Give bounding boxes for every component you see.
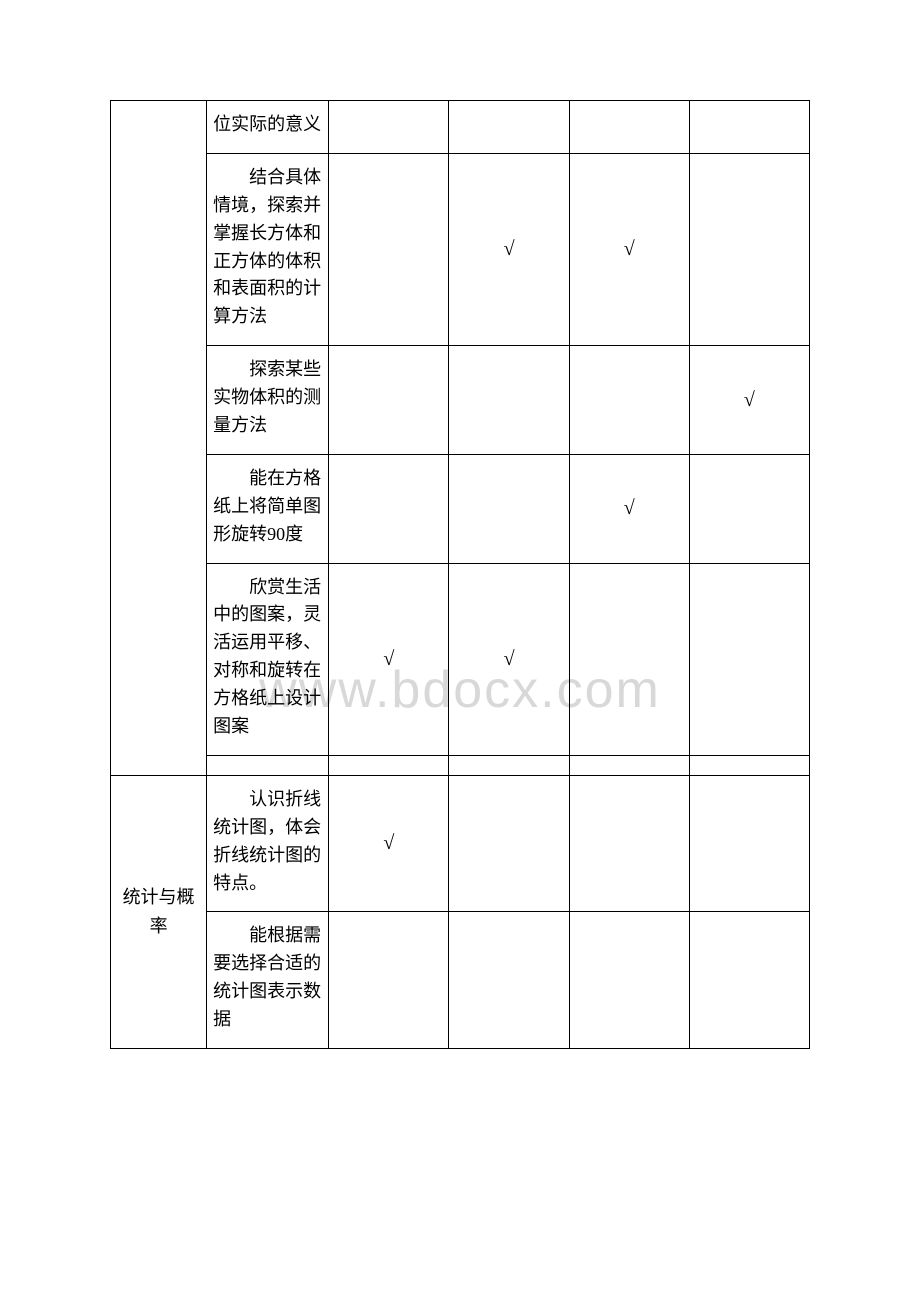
check-cell: [689, 912, 809, 1049]
check-cell: √: [329, 563, 449, 755]
check-cell: [689, 454, 809, 563]
check-cell: [329, 101, 449, 154]
check-cell: [689, 101, 809, 154]
check-cell: [569, 346, 689, 455]
content-cell: 认识折线统计图，体会折线统计图的特点。: [207, 775, 329, 912]
check-cell: [329, 454, 449, 563]
spacer-cell: [689, 755, 809, 775]
table-row: 探索某些实物体积的测量方法 √: [111, 346, 810, 455]
table-row: 欣赏生活中的图案，灵活运用平移、对称和旋转在方格纸上设计图案 √ √: [111, 563, 810, 755]
check-cell: [329, 153, 449, 345]
check-cell: [449, 912, 569, 1049]
check-cell: [689, 153, 809, 345]
category-cell-empty: [111, 101, 207, 776]
content-cell: 位实际的意义: [207, 101, 329, 154]
check-cell: √: [449, 153, 569, 345]
check-cell: [329, 912, 449, 1049]
content-cell: 能根据需要选择合适的统计图表示数据: [207, 912, 329, 1049]
spacer-cell: [569, 755, 689, 775]
check-cell: [689, 775, 809, 912]
check-cell: [569, 563, 689, 755]
check-cell: [569, 101, 689, 154]
category-cell-stats: 统计与概率: [111, 775, 207, 1048]
table-row: 位实际的意义: [111, 101, 810, 154]
check-cell: √: [569, 153, 689, 345]
check-cell: [449, 346, 569, 455]
table-row: 结合具体情境，探索并掌握长方体和正方体的体积和表面积的计算方法 √ √: [111, 153, 810, 345]
check-cell: √: [689, 346, 809, 455]
table-row: 统计与概率 认识折线统计图，体会折线统计图的特点。 √: [111, 775, 810, 912]
check-cell: [689, 563, 809, 755]
curriculum-table: 位实际的意义 结合具体情境，探索并掌握长方体和正方体的体积和表面积的计算方法 √…: [110, 100, 810, 1049]
check-cell: √: [449, 563, 569, 755]
check-cell: [449, 101, 569, 154]
table-spacer-row: [111, 755, 810, 775]
table-row: 能在方格纸上将简单图形旋转90度 √: [111, 454, 810, 563]
check-cell: [329, 346, 449, 455]
content-cell: 欣赏生活中的图案，灵活运用平移、对称和旋转在方格纸上设计图案: [207, 563, 329, 755]
check-cell: [449, 775, 569, 912]
spacer-cell: [449, 755, 569, 775]
content-cell: 探索某些实物体积的测量方法: [207, 346, 329, 455]
content-cell: 能在方格纸上将简单图形旋转90度: [207, 454, 329, 563]
table-row: 能根据需要选择合适的统计图表示数据: [111, 912, 810, 1049]
check-cell: √: [569, 454, 689, 563]
spacer-cell: [329, 755, 449, 775]
check-cell: √: [329, 775, 449, 912]
check-cell: [449, 454, 569, 563]
check-cell: [569, 775, 689, 912]
spacer-cell: [207, 755, 329, 775]
content-cell: 结合具体情境，探索并掌握长方体和正方体的体积和表面积的计算方法: [207, 153, 329, 345]
check-cell: [569, 912, 689, 1049]
